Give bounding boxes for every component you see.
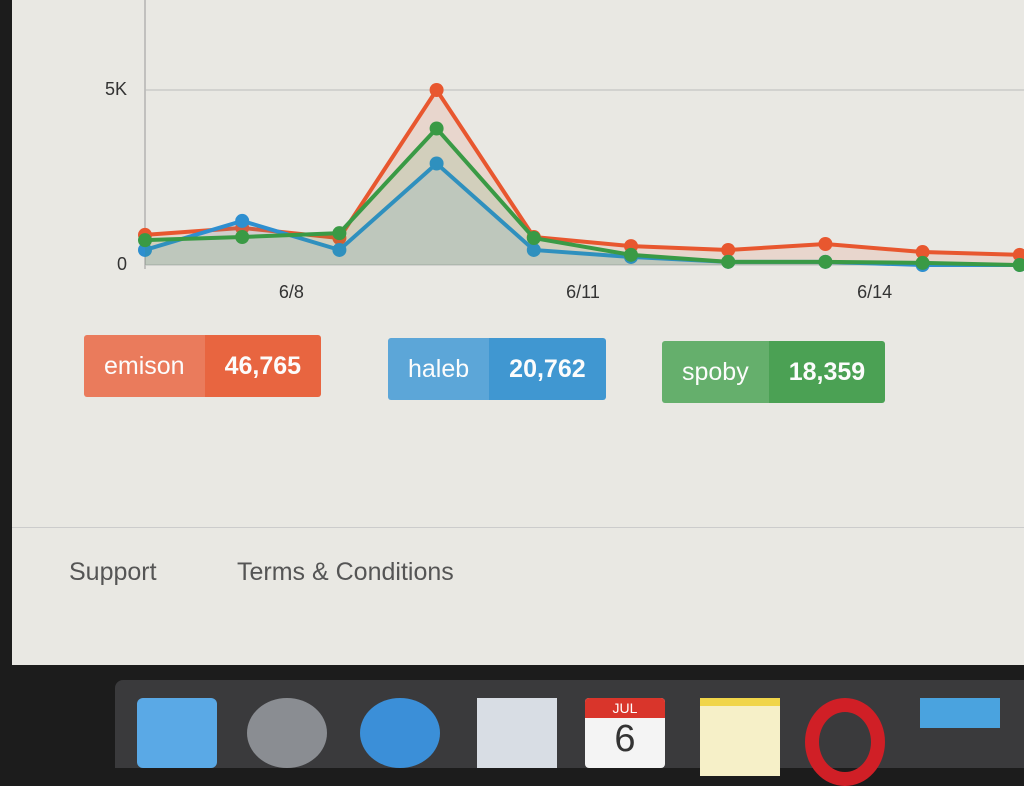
calendar-day: 6 (614, 718, 636, 760)
x-tick-label: 6/11 (566, 282, 600, 302)
safari-icon[interactable] (360, 698, 440, 768)
series-line (144, 86, 1020, 257)
data-point (915, 245, 930, 260)
notes-icon[interactable] (700, 698, 780, 776)
launchpad-icon[interactable] (247, 698, 327, 768)
page: 0 5K 6/8 6/11 6/14 emison 46,765 haleb 20,762 sp… (12, 0, 1024, 786)
data-point (332, 242, 347, 257)
data-point (429, 83, 444, 97)
data-point (624, 247, 638, 262)
legend-total: 18,359 (788, 357, 866, 386)
legend-badge[interactable]: spoby 18,359 (662, 341, 886, 403)
calendar-icon[interactable]: JUL 6 (585, 698, 665, 768)
x-tick-label: 6/14 (857, 282, 892, 302)
mail-icon[interactable] (477, 698, 557, 768)
dock: JUL 6 (115, 680, 1024, 786)
calendar-month: JUL (585, 698, 665, 718)
chart: 0 5K 6/8 6/11 6/14 (105, 0, 1024, 302)
browser-content: 0 5K 6/8 6/11 6/14 emison 46,765 haleb 20,762 sp… (12, 0, 1024, 665)
finder-icon[interactable] (137, 698, 217, 768)
x-tick-label: 6/8 (279, 282, 304, 302)
data-point (818, 237, 833, 251)
support-link[interactable]: Support (69, 558, 157, 586)
legend-name: emison (84, 335, 205, 397)
data-point (138, 242, 152, 257)
data-point (138, 233, 152, 248)
series-area (145, 163, 1020, 265)
series-area (145, 90, 1020, 265)
data-point (915, 255, 930, 270)
series-line (144, 125, 1020, 267)
data-point (526, 242, 541, 257)
data-point (818, 254, 833, 269)
data-point (721, 242, 736, 257)
legend-badge[interactable]: haleb 20,762 (388, 338, 606, 400)
y-tick-label: 0 (117, 254, 127, 274)
y-tick-label: 5K (105, 79, 127, 99)
data-point (235, 213, 250, 228)
legend-name: spoby (662, 341, 769, 403)
data-point (526, 231, 541, 246)
divider (12, 527, 1024, 528)
legend-name: haleb (388, 338, 490, 400)
data-point (429, 121, 444, 136)
opera-icon[interactable] (805, 698, 885, 786)
data-point (1012, 258, 1024, 272)
terms-link[interactable]: Terms & Conditions (237, 558, 454, 586)
keynote-icon[interactable] (920, 698, 1000, 728)
data-point (429, 156, 444, 171)
legend-total: 20,762 (509, 354, 586, 383)
data-point (235, 230, 250, 244)
legend-total: 46,765 (224, 351, 302, 380)
series-area (145, 128, 1020, 265)
data-point (332, 226, 347, 241)
legend-badge[interactable]: emison 46,765 (84, 335, 322, 397)
data-point (721, 254, 736, 269)
